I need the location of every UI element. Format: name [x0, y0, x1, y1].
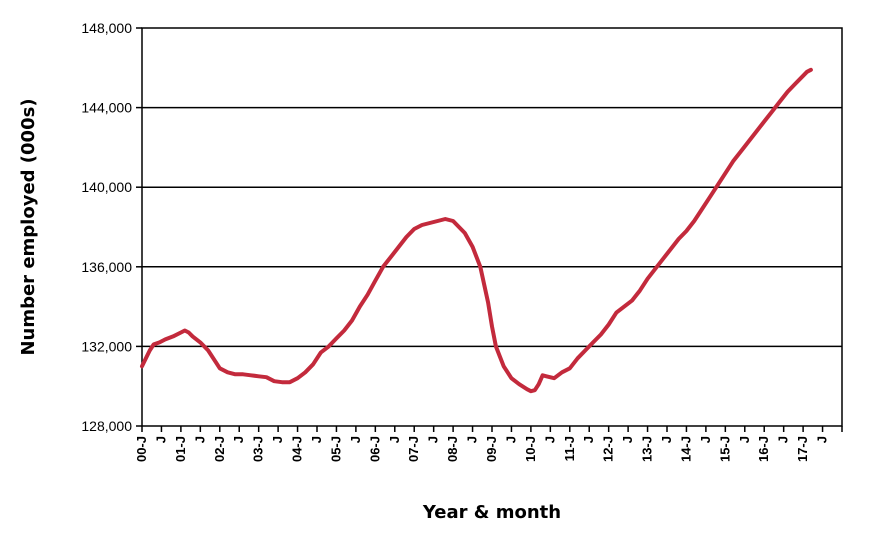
x-minor-tick-label: J — [815, 436, 830, 443]
series-line-employment — [140, 67, 813, 394]
y-axis-title: Number employed (000s) — [18, 98, 39, 355]
x-minor-tick-label: J — [348, 436, 363, 443]
x-tick-label: 10-J — [523, 436, 538, 462]
x-minor-tick-label: J — [153, 436, 168, 443]
x-tick-label: 03-J — [251, 436, 266, 462]
x-tick-label: 15-J — [717, 436, 732, 462]
x-tick-label: 14-J — [678, 436, 693, 462]
x-tick-label: 13-J — [640, 436, 655, 462]
y-tick-label: 136,000 — [81, 259, 132, 275]
plot-frame — [141, 27, 843, 427]
x-axis-ticks: 00-J J 01-J J 02-J J 03-J J 04-J J 05-J J 06-J J 07-J J… — [134, 426, 843, 462]
x-minor-tick-label: J — [542, 436, 557, 443]
x-minor-tick-label: J — [503, 436, 518, 443]
x-tick-label: 12-J — [601, 436, 616, 462]
x-tick-label: 08-J — [445, 436, 460, 462]
x-minor-tick-label: J — [309, 436, 324, 443]
y-tick-label: 144,000 — [81, 100, 132, 116]
x-tick-label: 06-J — [367, 436, 382, 462]
x-minor-tick-label: J — [698, 436, 713, 443]
x-minor-tick-label: J — [192, 436, 207, 443]
x-tick-label: 01-J — [173, 436, 188, 462]
x-minor-tick-label: J — [270, 436, 285, 443]
x-minor-tick-label: J — [737, 436, 752, 443]
x-minor-tick-label: J — [387, 436, 402, 443]
x-tick-label: 04-J — [290, 436, 305, 462]
x-tick-label: 05-J — [328, 436, 343, 462]
x-tick-label: 16-J — [756, 436, 771, 462]
y-tick-label: 128,000 — [81, 418, 132, 434]
x-tick-label: 11-J — [562, 436, 577, 461]
x-axis-title: Year & month — [422, 502, 561, 523]
gridlines — [142, 106, 842, 348]
x-tick-label: 17-J — [795, 436, 810, 462]
x-minor-tick-label: J — [426, 436, 441, 443]
y-tick-label: 148,000 — [81, 20, 132, 36]
x-tick-label: 02-J — [212, 436, 227, 462]
y-tick-label: 132,000 — [81, 338, 132, 354]
x-tick-label: 09-J — [484, 436, 499, 462]
y-axis-ticks: 128,000 132,000 136,000 140,000 144,000 148,0… — [81, 20, 142, 434]
x-minor-tick-label: J — [659, 436, 674, 443]
x-minor-tick-label: J — [465, 436, 480, 443]
x-tick-label: 00-J — [134, 436, 149, 462]
x-minor-tick-label: J — [620, 436, 635, 443]
x-minor-tick-label: J — [231, 436, 246, 443]
x-minor-tick-label: J — [581, 436, 596, 443]
x-tick-label: 07-J — [406, 436, 421, 462]
y-tick-label: 140,000 — [81, 179, 132, 195]
x-minor-tick-label: J — [776, 436, 791, 443]
